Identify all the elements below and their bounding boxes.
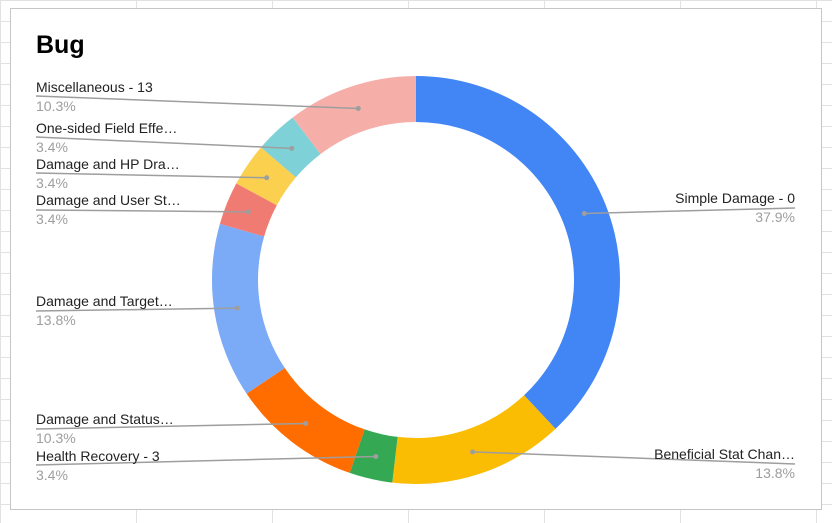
slice-label-damage-and-hp-dra: Damage and HP Dra… (36, 156, 180, 172)
callouts-group: Simple Damage - 0 37.9% Beneficial Stat Ch… (35, 79, 796, 483)
slice-label-miscellaneous-13: Miscellaneous - 13 (36, 79, 153, 95)
callout-dot-damage-and-status (303, 420, 309, 426)
slice-beneficial-stat-chan[interactable] (392, 395, 556, 484)
slice-percent-simple-damage-0: 37.9% (755, 209, 795, 225)
slice-simple-damage-0[interactable] (416, 76, 620, 429)
callout-line-beneficial-stat-chan (472, 451, 796, 465)
slice-label-damage-and-target: Damage and Target… (36, 293, 173, 309)
slice-damage-and-target[interactable] (212, 223, 285, 394)
callout-dot-beneficial-stat-chan (470, 449, 476, 455)
callout-dot-simple-damage-0 (581, 210, 587, 216)
callout-line-one-sided-field-effe (35, 136, 292, 150)
callout-line-damage-and-target (35, 307, 238, 312)
slice-percent-damage-and-target: 13.8% (36, 312, 76, 328)
callout-line-damage-and-status (35, 422, 306, 430)
callout-dot-damage-and-user-st (245, 209, 251, 215)
slice-label-damage-and-status: Damage and Status… (36, 411, 174, 427)
callout-line-miscellaneous-13 (35, 95, 359, 110)
callout-line-damage-and-user-st (35, 209, 249, 213)
slice-label-health-recovery-3: Health Recovery - 3 (36, 448, 160, 464)
chart-title: Bug (36, 31, 85, 59)
slice-percent-miscellaneous-13: 10.3% (36, 98, 76, 114)
callout-dot-damage-and-hp-dra (264, 175, 270, 181)
slice-label-simple-damage-0: Simple Damage - 0 (675, 190, 795, 206)
callout-line-simple-damage-0 (584, 207, 796, 215)
slice-damage-and-status[interactable] (246, 368, 365, 473)
slice-percent-one-sided-field-effe: 3.4% (36, 139, 68, 155)
slice-label-one-sided-field-effe: One-sided Field Effe… (36, 120, 177, 136)
slice-percent-damage-and-user-st: 3.4% (36, 211, 68, 227)
slice-percent-health-recovery-3: 3.4% (36, 467, 68, 483)
slice-percent-damage-and-status: 10.3% (36, 430, 76, 446)
slice-label-damage-and-user-st: Damage and User St… (36, 192, 181, 208)
callout-dot-one-sided-field-effe (289, 145, 295, 151)
callout-line-damage-and-hp-dra (35, 172, 267, 179)
slices-group (212, 76, 620, 484)
slice-miscellaneous-13[interactable] (292, 76, 416, 155)
callout-dot-health-recovery-3 (373, 453, 379, 459)
slice-percent-beneficial-stat-chan: 13.8% (755, 465, 795, 481)
slice-label-beneficial-stat-chan: Beneficial Stat Chan… (654, 446, 795, 462)
callout-dot-damage-and-target (234, 305, 240, 311)
callout-dot-miscellaneous-13 (355, 105, 361, 111)
callout-line-health-recovery-3 (35, 455, 376, 466)
slice-percent-damage-and-hp-dra: 3.4% (36, 175, 68, 191)
